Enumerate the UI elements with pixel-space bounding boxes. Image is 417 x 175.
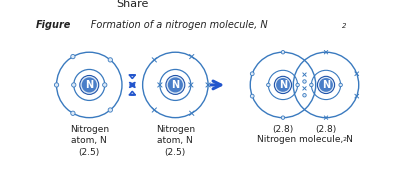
Circle shape [80,75,99,94]
Circle shape [103,83,107,87]
Circle shape [108,108,113,112]
Circle shape [108,58,113,62]
Circle shape [250,72,254,76]
Text: 2: 2 [342,23,346,29]
Text: Share: Share [116,0,148,9]
Text: (2.8): (2.8) [272,125,294,134]
Circle shape [296,83,299,87]
Circle shape [281,51,285,54]
Circle shape [310,83,313,87]
Text: N: N [322,80,330,90]
Circle shape [303,80,306,83]
Text: N: N [279,80,287,90]
Text: (2.8): (2.8) [315,125,337,134]
Circle shape [274,76,291,94]
Circle shape [276,78,290,92]
Circle shape [339,83,342,87]
Text: Formation of a nitrogen molecule, N: Formation of a nitrogen molecule, N [72,20,268,30]
Circle shape [250,94,254,98]
Text: Nitrogen molecule, N: Nitrogen molecule, N [256,135,352,144]
Circle shape [72,83,76,87]
Text: N: N [171,80,179,90]
Circle shape [266,83,270,87]
Text: 2: 2 [342,137,346,142]
Circle shape [281,116,285,119]
Circle shape [71,111,75,116]
Text: Nitrogen
atom, N
(2.5): Nitrogen atom, N (2.5) [156,125,195,157]
Text: N: N [85,80,93,90]
Circle shape [71,54,75,59]
Circle shape [317,76,334,94]
Circle shape [319,78,333,92]
Text: Nitrogen
atom, N
(2.5): Nitrogen atom, N (2.5) [70,125,109,157]
Circle shape [303,94,306,97]
Circle shape [166,75,185,94]
Circle shape [82,77,97,93]
Circle shape [54,83,59,87]
Circle shape [168,77,183,93]
Text: Figure: Figure [36,20,71,30]
